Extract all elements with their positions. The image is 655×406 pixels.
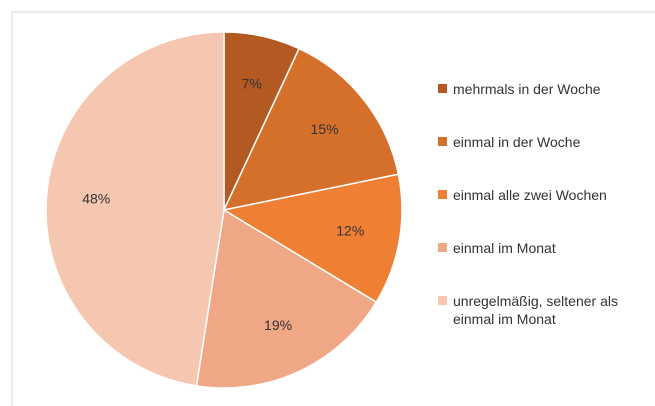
legend-label: mehrmals in der Woche [453,81,601,97]
legend-item: einmal im Monat [438,239,638,257]
pie-slice [222,47,400,212]
legend-item: einmal in der Woche [438,133,638,151]
data-label: 12% [336,223,364,239]
legend-swatch [438,296,447,305]
pie-slice [221,173,403,304]
pie-slice [195,208,378,389]
legend-swatch [438,137,447,146]
legend-label: einmal in der Woche [453,134,581,150]
data-label: 19% [264,317,292,333]
legend-swatch [438,84,447,93]
legend-label: einmal im Monat [453,240,556,256]
legend-item: unregelmäßig, seltener als einmal im Mon… [438,292,638,328]
legend-item: mehrmals in der Woche [438,80,638,98]
legend-swatch [438,243,447,252]
pie-slice [45,31,225,387]
data-label: 15% [311,121,339,137]
legend-label: einmal alle zwei Wochen [453,187,607,203]
legend-label: unregelmäßig, seltener als einmal im Mon… [453,293,618,327]
legend-item: einmal alle zwei Wochen [438,186,638,204]
legend-swatch [438,190,447,199]
data-label: 7% [242,76,262,92]
data-label: 48% [82,191,110,207]
